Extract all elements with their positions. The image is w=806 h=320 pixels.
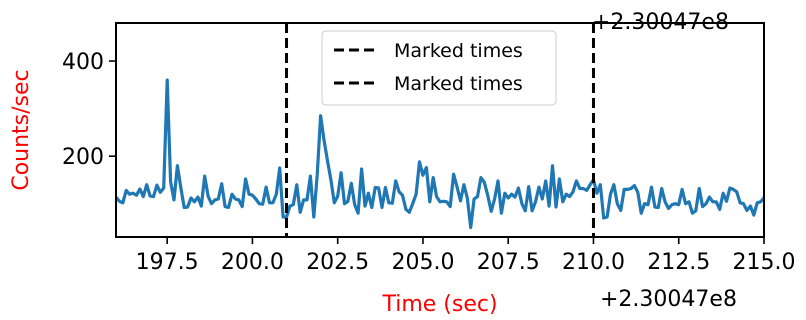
series-layer xyxy=(116,78,764,230)
x-tick-label: 215.0 xyxy=(733,250,796,275)
legend-label-2: Marked times xyxy=(394,73,523,95)
legend: Marked times Marked times xyxy=(321,30,557,106)
series-line xyxy=(116,78,764,230)
x-tick-label: 202.5 xyxy=(306,250,369,275)
plot-border xyxy=(115,22,765,238)
y-axis-title: Counts/sec xyxy=(9,69,34,190)
x-offset-bottom: +2.30047e8 xyxy=(600,287,737,312)
x-tick-label: 197.5 xyxy=(136,250,199,275)
x-tick-label: 200.0 xyxy=(221,250,284,275)
x-axis: 197.5 200.0 202.5 205.0 207.5 210.0 212.5 215.0 xyxy=(136,237,796,275)
x-axis-title: Time (sec) xyxy=(381,292,497,317)
y-axis: 200 400 xyxy=(62,50,116,170)
y-tick-label: 200 xyxy=(62,145,104,170)
legend-box xyxy=(321,30,557,106)
legend-label-1: Marked times xyxy=(394,40,523,62)
x-tick-label: 205.0 xyxy=(391,250,454,275)
x-tick-label: 207.5 xyxy=(477,250,540,275)
marked-times-layer xyxy=(285,23,595,237)
x-tick-label: 210.0 xyxy=(562,250,625,275)
y-tick-label: 400 xyxy=(62,50,104,75)
x-tick-label: 212.5 xyxy=(647,250,710,275)
